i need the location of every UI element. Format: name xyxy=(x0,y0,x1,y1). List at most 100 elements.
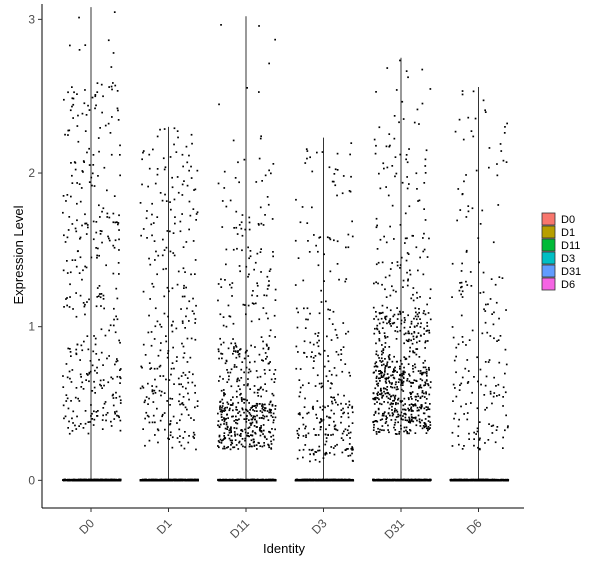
data-point xyxy=(113,195,116,197)
data-point xyxy=(402,390,405,392)
data-point xyxy=(261,403,264,405)
data-point xyxy=(86,335,89,337)
data-point xyxy=(188,398,190,401)
data-point xyxy=(112,324,115,327)
data-point xyxy=(88,147,90,150)
data-point xyxy=(115,410,118,413)
data-point xyxy=(227,304,230,307)
data-point xyxy=(160,390,163,393)
data-point xyxy=(396,479,398,481)
data-point xyxy=(381,418,384,421)
data-point xyxy=(249,361,251,364)
data-point xyxy=(340,353,343,355)
data-point xyxy=(190,417,192,419)
data-point xyxy=(387,401,389,404)
data-point xyxy=(349,479,352,481)
data-point xyxy=(163,479,166,481)
data-point xyxy=(101,241,103,244)
data-point xyxy=(96,366,98,369)
data-point xyxy=(236,380,238,383)
data-point xyxy=(80,187,83,189)
data-point xyxy=(152,222,155,224)
data-point xyxy=(150,331,153,333)
data-point xyxy=(115,287,118,290)
data-point xyxy=(325,451,327,454)
data-point xyxy=(230,385,233,388)
data-point xyxy=(153,240,156,242)
data-point xyxy=(68,432,71,435)
data-point xyxy=(79,478,82,481)
data-point xyxy=(218,357,220,360)
data-point xyxy=(100,305,102,307)
data-point xyxy=(225,359,228,362)
data-point xyxy=(228,479,231,482)
data-point xyxy=(100,351,103,354)
data-point xyxy=(177,377,180,380)
data-point xyxy=(312,367,315,369)
data-point xyxy=(68,216,71,218)
data-point xyxy=(261,405,263,407)
data-point xyxy=(401,374,404,377)
data-point xyxy=(190,133,193,136)
data-point xyxy=(373,420,376,423)
data-point xyxy=(84,303,86,306)
data-point xyxy=(173,383,175,385)
data-point xyxy=(97,295,100,297)
data-point xyxy=(179,479,182,481)
data-point xyxy=(427,479,429,482)
data-point xyxy=(346,434,348,436)
data-point xyxy=(271,428,273,430)
data-point xyxy=(351,447,354,449)
data-point xyxy=(82,302,85,304)
data-point xyxy=(76,125,79,127)
data-point xyxy=(247,427,250,429)
data-point xyxy=(343,394,345,397)
data-point xyxy=(387,397,390,400)
data-point xyxy=(334,184,337,187)
data-point xyxy=(250,407,252,409)
data-point xyxy=(112,221,115,224)
data-point xyxy=(424,371,426,374)
data-point xyxy=(63,98,65,101)
data-point xyxy=(227,371,229,374)
data-point xyxy=(223,410,225,412)
data-point xyxy=(225,421,228,424)
data-point xyxy=(296,432,299,435)
data-point xyxy=(341,370,344,373)
data-point xyxy=(268,270,271,272)
data-point xyxy=(102,207,105,210)
data-point xyxy=(71,417,73,420)
data-point xyxy=(344,479,346,481)
data-point xyxy=(326,335,328,338)
data-point xyxy=(251,421,254,424)
data-point xyxy=(96,91,99,93)
data-point xyxy=(112,404,115,407)
data-point xyxy=(65,200,67,202)
data-point xyxy=(321,479,323,481)
data-point xyxy=(176,437,179,439)
data-point xyxy=(151,390,154,393)
data-point xyxy=(181,153,184,156)
data-point xyxy=(225,248,228,251)
data-point xyxy=(223,445,226,448)
data-point xyxy=(333,396,335,399)
data-point xyxy=(407,407,409,410)
data-point xyxy=(272,255,274,258)
data-point xyxy=(106,357,108,360)
data-point xyxy=(351,449,353,451)
data-point xyxy=(115,391,117,394)
data-point xyxy=(377,391,379,394)
data-point xyxy=(374,420,377,422)
data-point xyxy=(389,403,392,406)
data-point xyxy=(248,412,251,414)
data-point xyxy=(259,410,262,412)
data-point xyxy=(217,424,219,427)
data-point xyxy=(144,478,146,481)
data-point xyxy=(93,418,96,421)
data-point xyxy=(180,444,183,447)
data-point xyxy=(269,361,271,363)
data-point xyxy=(409,479,412,482)
data-point xyxy=(113,11,116,13)
data-point xyxy=(258,388,260,391)
data-point xyxy=(402,479,404,482)
